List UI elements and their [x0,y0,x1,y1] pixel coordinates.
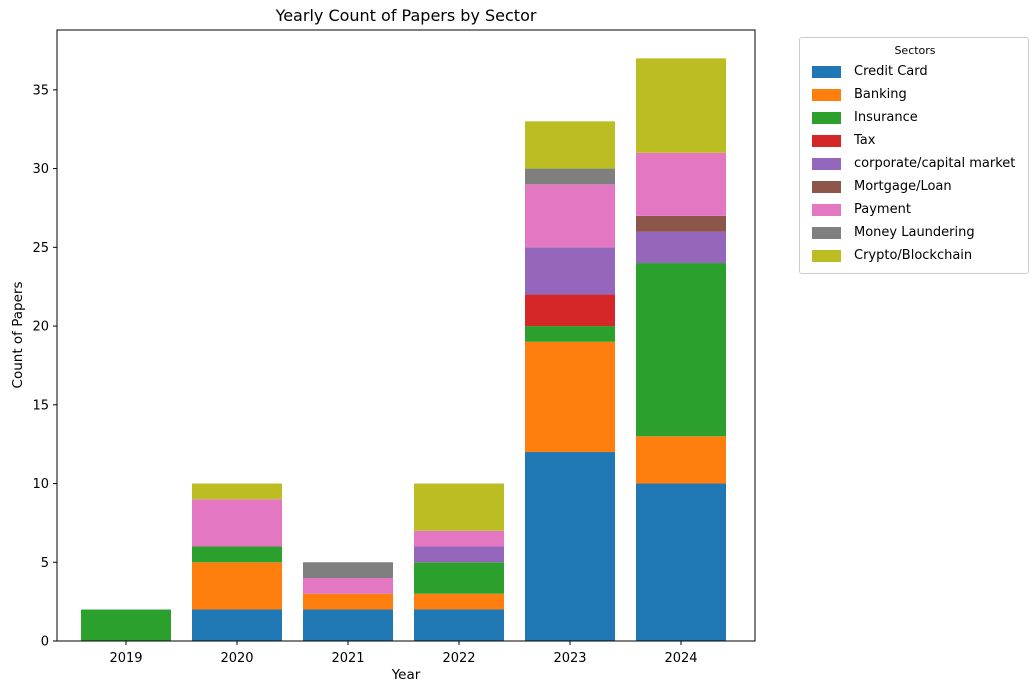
legend-label: Money Laundering [854,225,975,240]
bar-segment-2022-payment [414,530,504,547]
legend-swatch-credit-card-icon [812,65,841,78]
bar-segment-2024-banking [636,436,726,484]
bar-segment-2023-crypto-blockchain [525,121,615,169]
y-tick-label-20: 20 [32,320,49,335]
y-tick-label-15: 15 [32,398,49,413]
plot-frame [56,29,756,642]
x-tick-label-2024: 2024 [664,651,697,666]
bar-segment-2020-crypto-blockchain [192,483,282,500]
legend-label: Credit Card [854,64,928,79]
bar-segment-2020-insurance [192,546,282,563]
legend-swatch-mortgage-loan-icon [812,180,841,193]
bar-segment-2024-corporate-capital-market [636,231,726,264]
bar-segment-2024-mortgage-loan [636,215,726,232]
legend-title: Sectors [894,44,936,57]
y-tick-label-35: 35 [32,83,49,98]
legend-label: Mortgage/Loan [854,179,952,194]
bar-segment-2023-credit-card [525,452,615,641]
bar-segment-2021-money-laundering [303,562,393,579]
legend-items: Credit Card Banking Insurance Tax corporate/… [812,60,1018,267]
legend-item-credit-card: Credit Card [812,60,1018,83]
legend-label: Tax [854,133,876,148]
y-tick-label-10: 10 [32,477,49,492]
bar-segment-2023-money-laundering [525,168,615,185]
bar-segment-2020-payment [192,499,282,547]
legend-item-tax: Tax [812,129,1018,152]
legend-swatch-money-laundering-icon [812,226,841,239]
legend-item-money-laundering: Money Laundering [812,221,1018,244]
y-axis-label: Count of Papers [10,282,26,389]
legend-label: corporate/capital market [854,156,1016,171]
bar-segment-2022-crypto-blockchain [414,483,504,531]
legend-item-payment: Payment [812,198,1018,221]
bar-segment-2022-insurance [414,562,504,594]
y-tick-label-30: 30 [32,162,49,177]
legend-swatch-payment-icon [812,203,841,216]
bar-segment-2023-insurance [525,326,615,342]
bar-segment-2022-credit-card [414,609,504,641]
bar-segment-2023-corporate-capital-market [525,247,615,295]
x-axis-label: Year [391,667,421,683]
legend-item-banking: Banking [812,83,1018,106]
legend-label: Payment [854,202,911,217]
legend-item-crypto-blockchain: Crypto/Blockchain [812,244,1018,267]
bar-segment-2024-insurance [636,263,726,437]
legend-swatch-insurance-icon [812,111,841,124]
bar-segment-2022-banking [414,593,504,610]
legend-swatch-tax-icon [812,134,841,147]
axes-group: 0 5 10 15 20 25 30 35 2019 2020 2021 2022 2023 2024 [32,29,756,666]
bar-segment-2023-tax [525,294,615,327]
bar-segment-2020-banking [192,562,282,610]
chart-title: Yearly Count of Papers by Sector [275,6,537,25]
x-tick-label-2021: 2021 [331,651,364,666]
bars-group [81,58,726,641]
legend-swatch-corporate-capital-market-icon [812,157,841,170]
bar-segment-2021-banking [303,593,393,610]
bar-segment-2022-corporate-capital-market [414,546,504,563]
bar-segment-2023-banking [525,341,615,453]
x-tick-label-2019: 2019 [109,651,142,666]
x-tick-label-2023: 2023 [553,651,586,666]
bar-segment-2020-credit-card [192,609,282,641]
bar-segment-2024-crypto-blockchain [636,58,726,153]
legend-label: Banking [854,87,907,102]
legend-label: Insurance [854,110,918,125]
y-tick-label-25: 25 [32,241,49,256]
x-tick-label-2022: 2022 [442,651,475,666]
legend-item-mortgage-loan: Mortgage/Loan [812,175,1018,198]
bar-segment-2023-payment [525,184,615,248]
legend-item-corporate-capital-market: corporate/capital market [812,152,1018,175]
legend-swatch-banking-icon [812,88,841,101]
legend-item-insurance: Insurance [812,106,1018,129]
bar-segment-2021-credit-card [303,609,393,641]
y-tick-label-0: 0 [41,635,49,650]
x-tick-label-2020: 2020 [220,651,253,666]
bar-segment-2024-payment [636,152,726,216]
legend-swatch-crypto-blockchain-icon [812,249,841,262]
legend-box: Sectors Credit Card Banking Insurance Tax co… [799,37,1029,274]
bar-segment-2021-payment [303,578,393,594]
legend-label: Crypto/Blockchain [854,248,973,263]
bar-segment-2019-insurance [81,609,171,641]
y-tick-label-5: 5 [41,556,49,571]
bar-segment-2024-credit-card [636,483,726,641]
